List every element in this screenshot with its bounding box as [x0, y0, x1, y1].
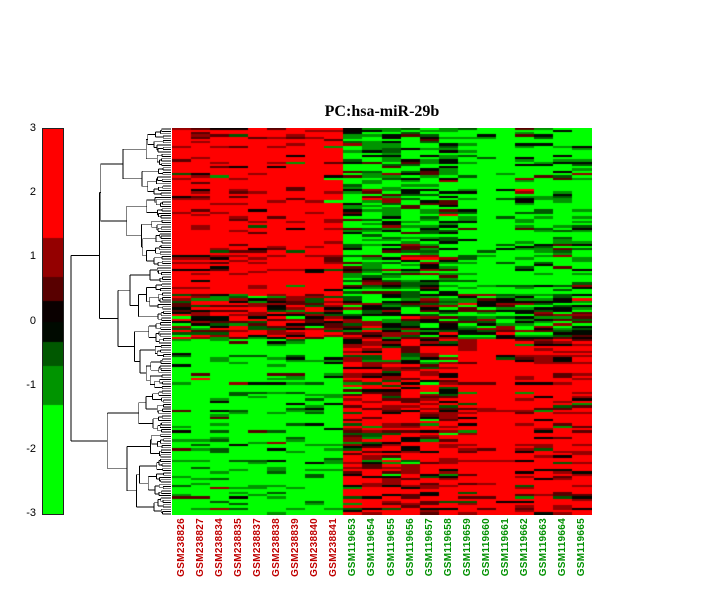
- chart-title: PC:hsa-miR-29b: [324, 103, 440, 120]
- column-label: GSM238834: [213, 518, 225, 577]
- column-label: GSM238827: [194, 518, 206, 577]
- column-label: GSM238841: [328, 518, 340, 577]
- column-label: GSM119664: [557, 518, 569, 577]
- column-label: GSM119656: [404, 518, 416, 577]
- colorbar-tick-label: 3: [29, 122, 36, 134]
- column-label: GSM238838: [271, 518, 282, 577]
- column-label: GSM119657: [423, 518, 435, 577]
- column-label: GSM119662: [519, 518, 531, 577]
- column-label: GSM119655: [385, 518, 397, 577]
- column-label: GSM238826: [175, 518, 187, 577]
- colorbar-tick-label: -3: [26, 507, 36, 519]
- column-label: GSM119658: [442, 518, 454, 577]
- column-label: GSM119665: [576, 518, 588, 577]
- column-label: GSM119660: [481, 518, 492, 577]
- colorbar-gradient: [42, 128, 64, 515]
- colorbar-tick-label: -1: [26, 378, 36, 391]
- column-label: GSM238840: [309, 518, 321, 577]
- column-label: GSM119654: [366, 518, 378, 577]
- column-label: GSM119661: [500, 518, 512, 577]
- colorbar-tick-label: 1: [29, 250, 36, 263]
- column-label: GSM238835: [232, 518, 244, 577]
- column-label: GSM238839: [290, 518, 302, 577]
- column-label: GSM119659: [461, 518, 473, 577]
- column-label: GSM238837: [251, 518, 263, 577]
- column-label: GSM119653: [347, 518, 359, 577]
- colorbar-tick-label: -2: [26, 442, 36, 455]
- dendrogram-lines: [70, 128, 171, 515]
- heatmap-canvas: [172, 128, 592, 515]
- dendrogram: [70, 128, 171, 515]
- column-label: GSM119663: [538, 518, 550, 577]
- colorbar-tick-label: 0: [29, 314, 36, 327]
- colorbar-tick-label: 2: [29, 186, 36, 199]
